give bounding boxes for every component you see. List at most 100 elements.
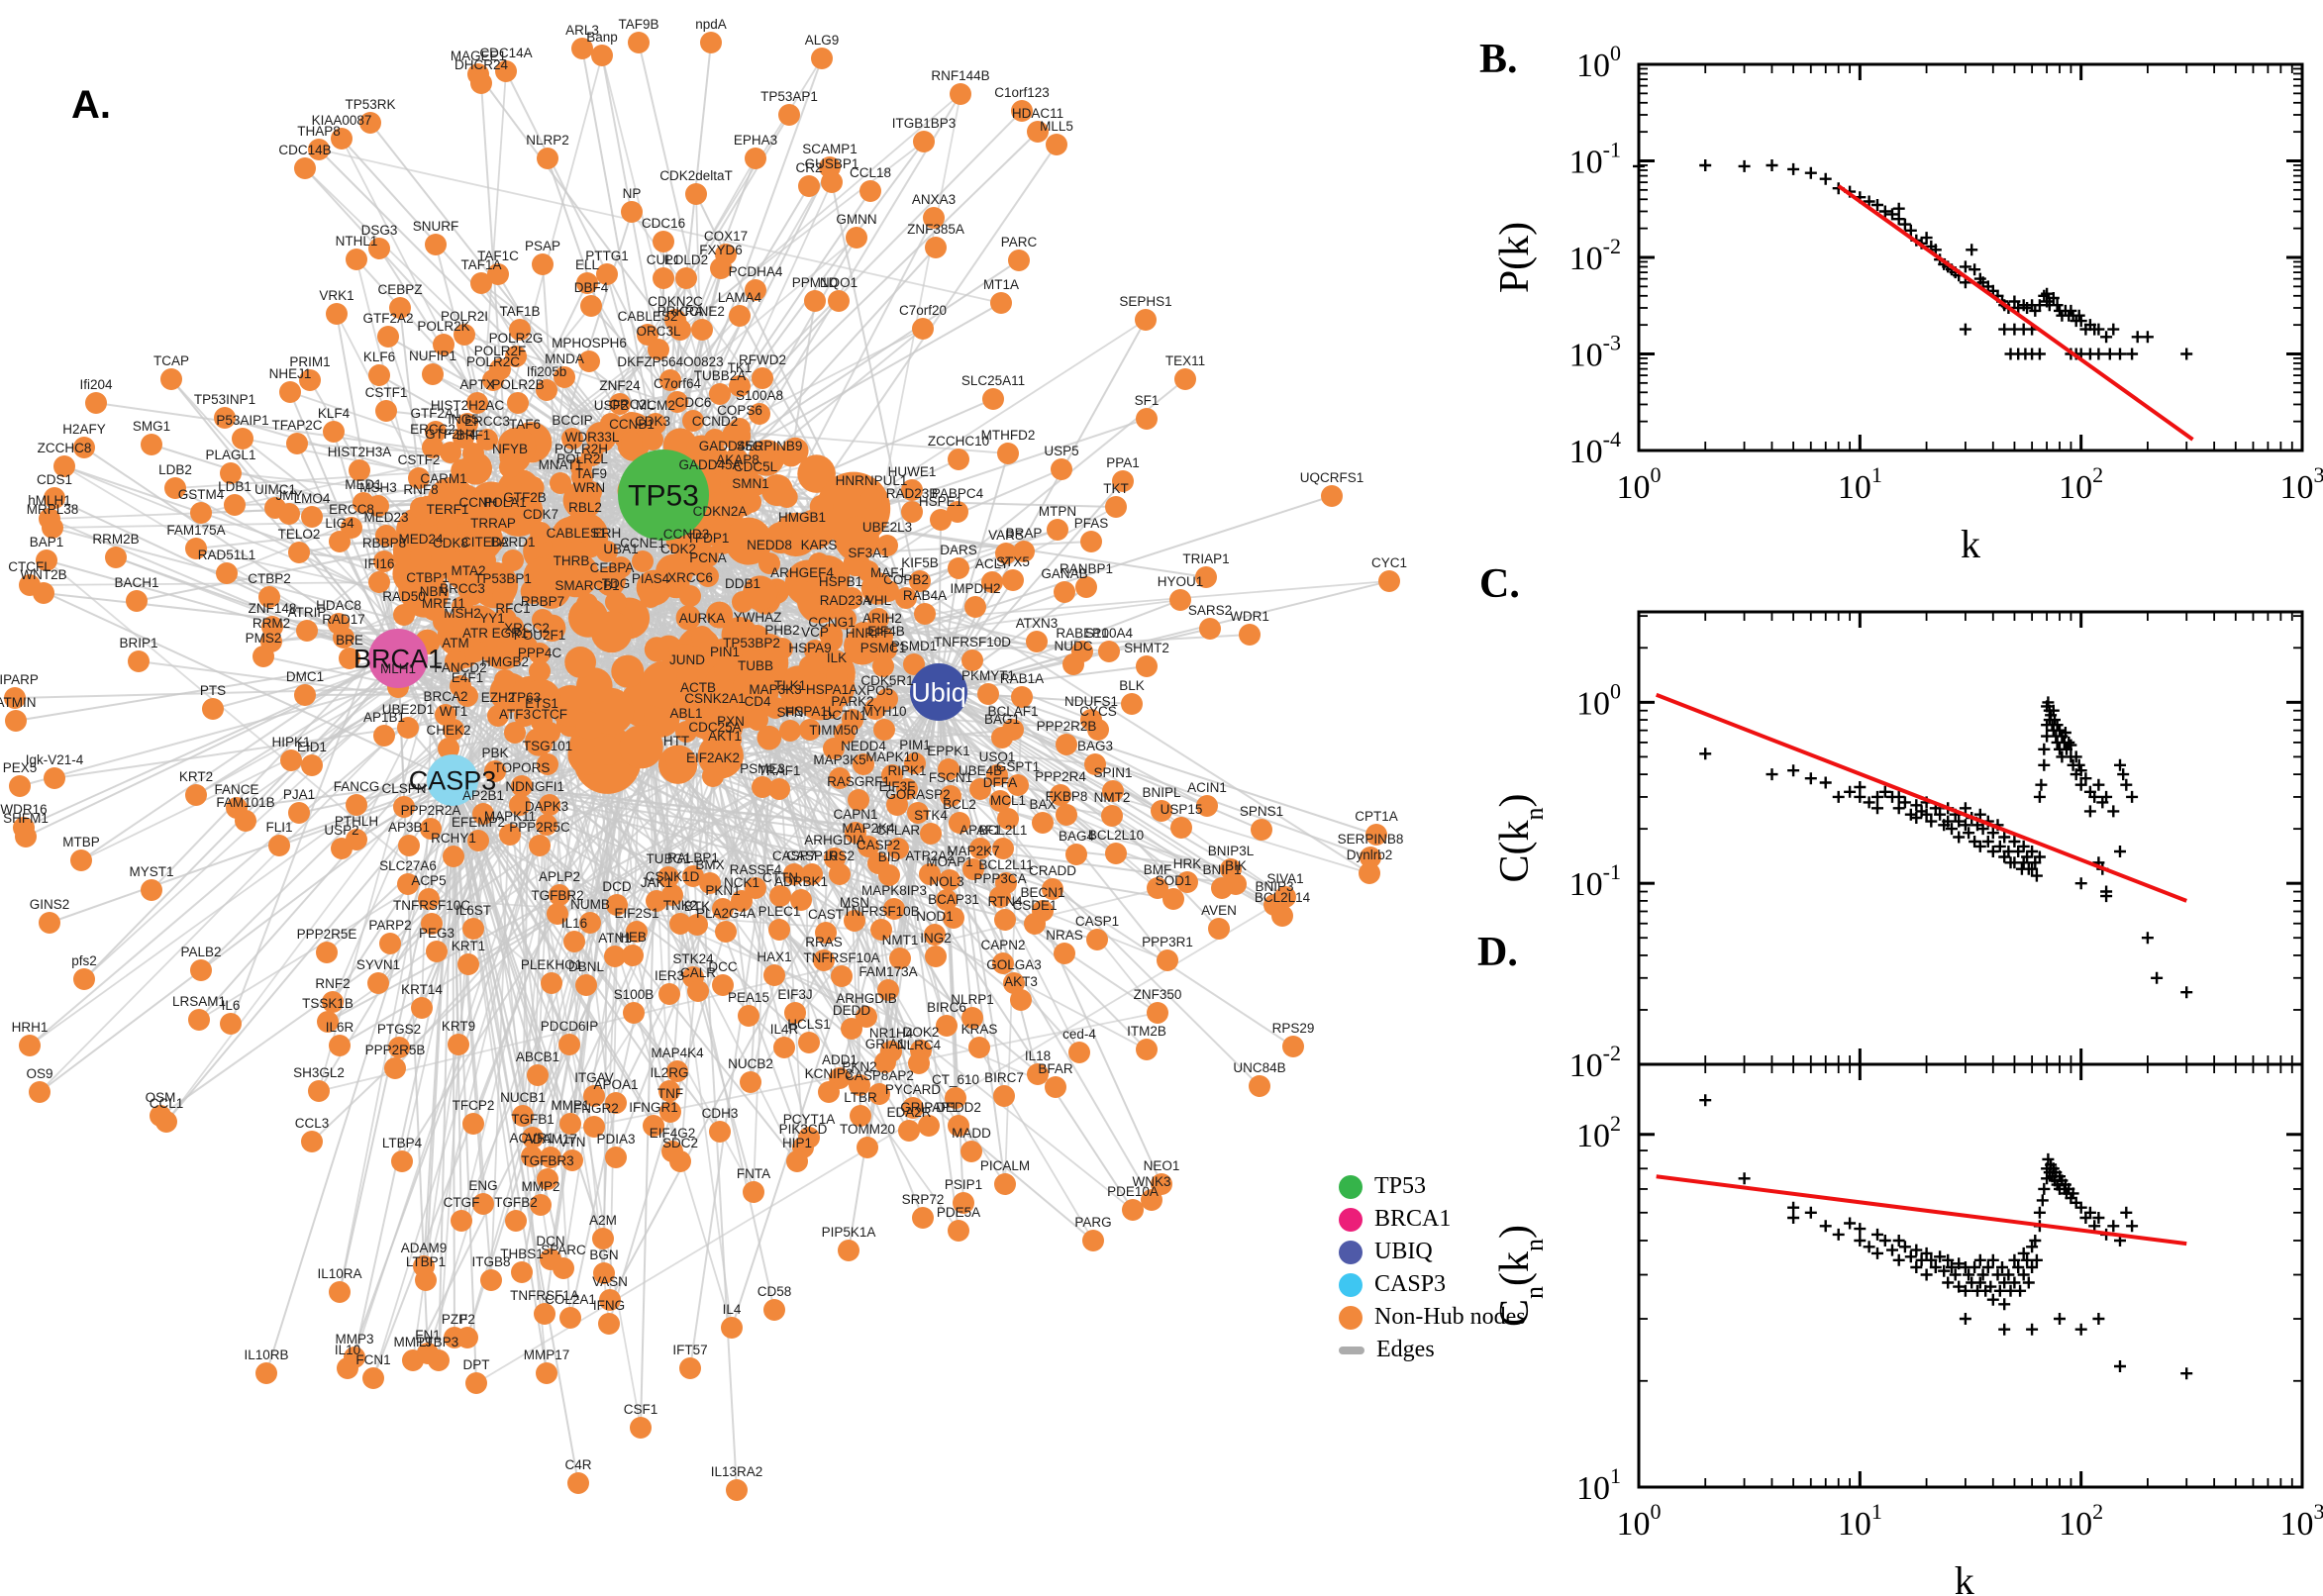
legend-item-brca1: BRCA1: [1339, 1203, 1656, 1236]
svg-text:10-4: 10-4: [1569, 427, 1621, 470]
fit-line: [1656, 1174, 2187, 1247]
edge: [327, 754, 710, 1023]
svg-text:100: 100: [1617, 1499, 1662, 1543]
panel-c-label: C.: [1479, 561, 1520, 607]
edge: [318, 149, 1002, 304]
core-node[interactable]: [797, 454, 836, 493]
core-node[interactable]: [760, 474, 793, 507]
edge: [165, 619, 544, 1123]
edge: [938, 691, 1377, 836]
edge: [236, 779, 454, 809]
legend-item-ubiq: UBIQ: [1339, 1236, 1656, 1268]
svg-text:C(kn): C(kn): [1492, 793, 1549, 882]
legend-item-edges: Edges: [1339, 1334, 1656, 1366]
legend-label: BRCA1: [1374, 1206, 1452, 1232]
legend: TP53 BRCA1 UBIQ CASP3 Non-Hub nodes Edges: [1339, 1170, 1656, 1366]
edge: [493, 141, 925, 472]
edge: [476, 630, 548, 1374]
legend-label: Edges: [1376, 1337, 1435, 1362]
svg-text:103: 103: [2280, 462, 2323, 506]
legend-label: TP53: [1374, 1173, 1427, 1199]
edge: [274, 507, 399, 659]
edge: [480, 282, 660, 423]
edge: [318, 637, 446, 1092]
node-swatch-icon: [1339, 1207, 1363, 1232]
node-swatch-icon: [1339, 1305, 1363, 1330]
svg-text:100: 100: [1576, 678, 1621, 722]
edge: [333, 431, 399, 659]
svg-text:10-2: 10-2: [1569, 234, 1621, 277]
edge: [339, 779, 454, 1293]
edge: [63, 465, 781, 897]
panel-b-label: B.: [1479, 37, 1518, 82]
edge: [46, 559, 553, 984]
svg-text:102: 102: [2059, 462, 2103, 506]
legend-label: Non-Hub nodes: [1374, 1304, 1526, 1330]
node-swatch-icon: [1339, 1174, 1363, 1199]
edge: [505, 451, 735, 606]
axis-ticks: [1637, 612, 2304, 1066]
edge: [601, 54, 860, 1086]
axis-ticks: [1637, 62, 2304, 452]
svg-text:100: 100: [1617, 462, 1662, 506]
edge: [452, 779, 724, 986]
panel-c-chart: 100 10-1 10-2 C(kn): [1492, 610, 2304, 1084]
legend-item-tp53: TP53: [1339, 1170, 1656, 1203]
node-swatch-icon: [1339, 1240, 1363, 1264]
svg-text:k: k: [1961, 522, 1980, 566]
edge: [23, 657, 399, 829]
edge: [571, 57, 823, 461]
edge: [29, 584, 454, 781]
svg-text:101: 101: [1838, 462, 1882, 506]
svg-text:kn: kn: [1955, 1558, 1987, 1596]
svg-text:103: 103: [2280, 1499, 2323, 1543]
legend-label: CASP3: [1374, 1271, 1447, 1297]
node-swatch-icon: [1339, 1272, 1363, 1297]
panel-d-label: D.: [1477, 930, 1518, 975]
edge: [609, 691, 940, 1301]
core-node[interactable]: [640, 660, 688, 709]
edge: [467, 691, 940, 965]
edge: [138, 660, 543, 715]
edge: [825, 691, 940, 934]
edge: [452, 779, 459, 1046]
core-node[interactable]: [611, 654, 645, 688]
svg-text:102: 102: [1576, 1111, 1621, 1154]
svg-text:101: 101: [1576, 1463, 1621, 1507]
svg-text:10-1: 10-1: [1569, 859, 1621, 903]
edge: [938, 452, 1009, 693]
edge: [477, 840, 1057, 1088]
edge: [935, 691, 940, 957]
edge: [174, 452, 711, 489]
legend-label: UBIQ: [1374, 1239, 1433, 1264]
edge: [811, 691, 940, 875]
edge: [938, 691, 1162, 1185]
fit-line: [1837, 184, 2194, 442]
data-points: [1633, 159, 2193, 360]
edge: [887, 691, 940, 991]
edge: [532, 566, 679, 1139]
edge-swatch-icon: [1339, 1346, 1364, 1354]
edge: [783, 691, 940, 1048]
panel-a-label: A.: [71, 83, 111, 127]
legend-item-non-hub-nodes: Non-Hub nodes: [1339, 1301, 1656, 1334]
edge: [823, 684, 834, 961]
edge: [427, 748, 620, 1354]
svg-text:102: 102: [2059, 1499, 2103, 1543]
edge: [15, 657, 399, 722]
edge: [938, 580, 1390, 693]
svg-text:10-1: 10-1: [1569, 138, 1621, 181]
network-graph: TP53BRCA1UbiqCASP3TP53RKKIAA0087THAP8CDC…: [0, 17, 1407, 1501]
edge: [49, 779, 454, 924]
svg-text:10-2: 10-2: [1569, 1041, 1621, 1084]
legend-item-casp3: CASP3: [1339, 1268, 1656, 1301]
svg-text:100: 100: [1576, 41, 1621, 84]
edge: [519, 329, 579, 418]
edge: [452, 779, 477, 1384]
edge: [265, 779, 454, 1374]
edge: [532, 680, 571, 1319]
svg-text:101: 101: [1838, 1499, 1882, 1543]
